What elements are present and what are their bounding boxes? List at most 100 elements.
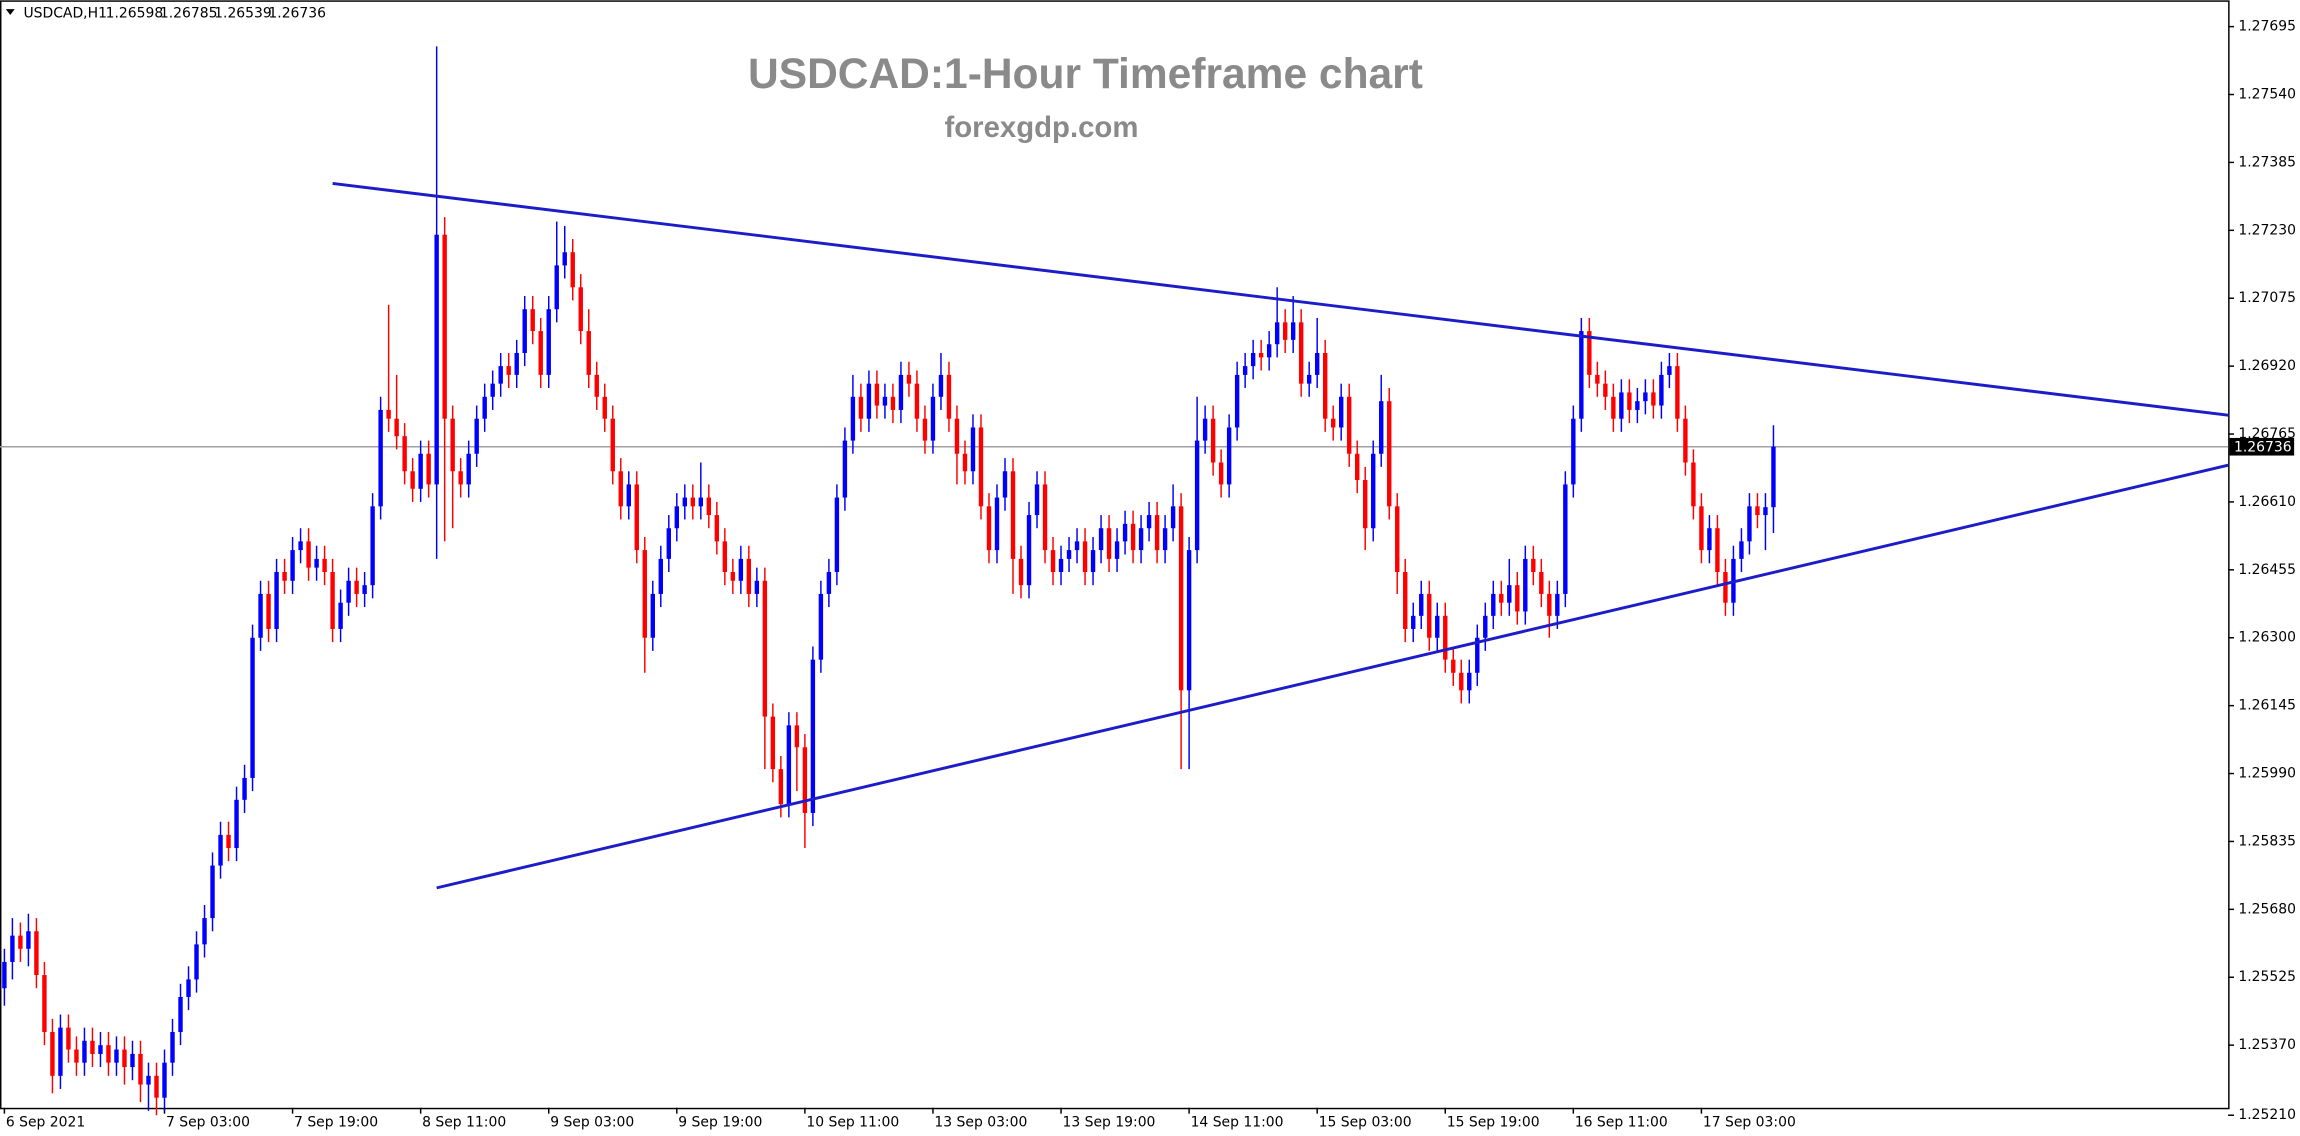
y-tick-label: 1.27695: [2238, 19, 2296, 35]
candle-body: [1290, 322, 1296, 340]
candle-body: [1467, 672, 1472, 691]
candle-body: [834, 497, 840, 573]
candle-body: [1755, 506, 1760, 516]
candle-body: [1194, 440, 1200, 551]
trendline: [332, 181, 2229, 417]
price-label: 1.26736: [2234, 439, 2292, 455]
candle-body: [1379, 401, 1384, 454]
candle-body: [298, 541, 303, 551]
candle-body: [1218, 462, 1224, 485]
candle-body: [1058, 558, 1064, 573]
candle-body: [114, 1049, 119, 1063]
y-tick-label: 1.27540: [2238, 87, 2296, 103]
candle-body: [1483, 615, 1488, 638]
candle-body: [986, 506, 992, 551]
candle-body: [602, 396, 607, 419]
candle-body: [250, 637, 255, 778]
chart-title: USDCAD:1-Hour Timeframe chart: [748, 50, 1423, 98]
y-tick-label: 1.25525: [2238, 969, 2296, 985]
candle-body: [674, 506, 680, 529]
candle-body: [1202, 418, 1208, 441]
candle-body: [562, 252, 567, 266]
y-tick-label: 1.27075: [2238, 290, 2296, 306]
candle-body: [1411, 615, 1416, 629]
candle-body: [554, 265, 559, 310]
candle-body: [1371, 453, 1376, 529]
candle-body: [330, 572, 335, 629]
candle-body: [890, 396, 896, 410]
price-label-box: [2229, 437, 2295, 456]
candle-body: [730, 572, 736, 581]
candle-body: [1138, 528, 1144, 551]
candle-body: [258, 593, 263, 638]
x-tick-label: 8 Sep 11:00: [422, 1114, 506, 1130]
candle-body: [914, 383, 920, 419]
candle-body: [1026, 515, 1032, 586]
candle-body: [442, 234, 447, 419]
candle-body: [1010, 471, 1016, 559]
candle-body: [954, 418, 960, 454]
candle-body: [1675, 366, 1680, 419]
x-tick-label: 17 Sep 03:00: [1703, 1114, 1796, 1130]
y-tick-label: 1.25210: [2238, 1107, 2296, 1123]
candle-body: [1363, 480, 1368, 529]
candle-body: [1459, 672, 1464, 691]
candle-body: [426, 453, 431, 485]
candle-body: [490, 383, 495, 397]
candle-body: [450, 418, 455, 472]
candle-body: [778, 769, 784, 805]
candle-body: [402, 436, 407, 472]
candle-body: [658, 558, 663, 594]
candle-body: [1234, 374, 1240, 428]
x-tick-label: 15 Sep 03:00: [1319, 1114, 1412, 1130]
menu-arrow[interactable]: [5, 9, 15, 16]
candle-body: [434, 234, 439, 485]
candle-body: [802, 747, 808, 813]
candle-body: [626, 484, 631, 507]
candle-body: [394, 418, 399, 437]
candle-body: [1771, 446, 1776, 508]
candle-body: [1170, 506, 1176, 529]
candle-body: [1403, 572, 1408, 629]
candle-body: [1699, 506, 1704, 551]
candle-body: [666, 528, 671, 559]
candle-body: [1579, 331, 1584, 419]
candle-body: [26, 931, 31, 949]
candle-body: [154, 1075, 159, 1098]
y-tick-label: 1.25990: [2238, 766, 2296, 782]
x-tick-label: 7 Sep 19:00: [294, 1114, 378, 1130]
candle-body: [898, 374, 904, 410]
y-tick-label: 1.25835: [2238, 833, 2296, 849]
candle-body: [1659, 374, 1664, 406]
candle-body: [1539, 572, 1544, 594]
candle-body: [266, 593, 271, 629]
candle-body: [194, 944, 199, 980]
x-tick-label: 6 Sep 2021: [6, 1114, 85, 1130]
candle-body: [826, 572, 832, 594]
candle-body: [842, 440, 848, 498]
y-tick-label: 1.25370: [2238, 1037, 2296, 1053]
candle-body: [650, 593, 655, 638]
candle-body: [2, 961, 7, 989]
candle-body: [130, 1053, 135, 1068]
candle-body: [1122, 523, 1128, 542]
candle-body: [610, 418, 615, 472]
candle-body: [530, 309, 535, 332]
candle-body: [538, 331, 543, 375]
candle-body: [586, 331, 591, 375]
candle-body: [978, 427, 984, 507]
candle-body: [1114, 541, 1120, 559]
x-tick-label: 16 Sep 11:00: [1575, 1114, 1668, 1130]
candle-body: [1387, 401, 1392, 507]
candle-body: [1523, 558, 1528, 612]
candle-body: [1651, 392, 1656, 406]
candle-body: [18, 935, 23, 949]
candle-body: [762, 580, 768, 717]
candle-body: [1162, 528, 1168, 551]
candle-body: [346, 580, 351, 603]
candle-body: [498, 366, 503, 384]
candle-body: [1338, 396, 1344, 428]
candle-body: [1090, 550, 1096, 573]
